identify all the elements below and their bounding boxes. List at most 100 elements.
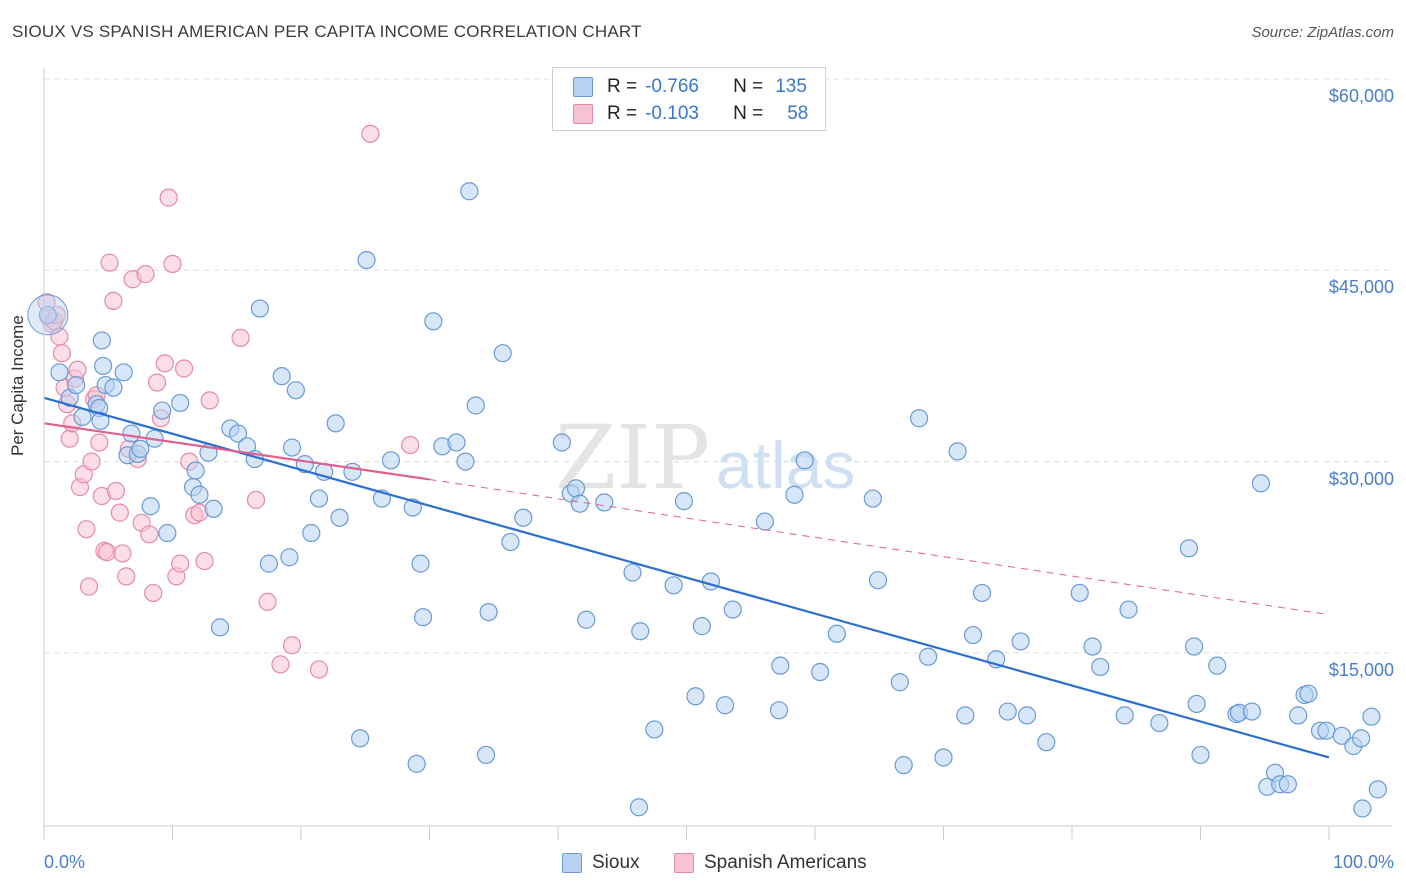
sioux-point (1184, 637, 1204, 656)
sioux-point (948, 442, 967, 461)
n-label: N = (733, 103, 764, 124)
series-legend: Sioux Spanish Americans (0, 852, 1406, 878)
sioux-point (114, 363, 133, 382)
sioux-point (785, 485, 804, 504)
watermark-atlas: atlas (716, 428, 855, 502)
sioux-point (309, 489, 329, 508)
sioux-point (998, 702, 1017, 721)
sioux-point (456, 452, 475, 471)
n-label: N = (733, 76, 764, 97)
sioux-point (153, 401, 172, 420)
sioux-point (131, 439, 150, 458)
sioux-point (228, 424, 248, 443)
sioux-point (351, 729, 370, 748)
sioux-point (1150, 713, 1169, 733)
spanish-american-point (171, 554, 190, 573)
sioux-point (1332, 726, 1351, 745)
sioux-point (259, 554, 278, 573)
sioux-point (413, 608, 433, 627)
spanish-american-point (68, 360, 87, 379)
sioux-point (868, 571, 888, 590)
spanish-american-point (117, 567, 136, 586)
spanish-american-point (104, 291, 123, 311)
sioux-point (664, 576, 683, 595)
legend-item-spanish-americans: Spanish Americans (674, 852, 867, 874)
sioux-point (357, 250, 376, 270)
sioux-point (674, 492, 694, 511)
sioux-point (501, 532, 520, 552)
spanish-r-value: -0.103 (645, 103, 699, 124)
sioux-point (514, 508, 533, 527)
spanish-american-point (97, 543, 117, 562)
sioux-point (692, 617, 712, 636)
sioux-point (92, 331, 111, 350)
sioux-point (577, 610, 596, 629)
sioux-point (91, 411, 110, 430)
sioux-point (552, 433, 571, 452)
sioux-point (186, 461, 205, 480)
sioux-point (493, 344, 512, 363)
sioux-point (1070, 583, 1089, 603)
sioux-point (407, 754, 426, 773)
sioux-point (280, 548, 299, 567)
sioux-point (272, 367, 291, 386)
sioux-n-value: 135 (775, 76, 807, 97)
sioux-point (566, 479, 586, 498)
spanish-american-point (77, 520, 96, 539)
sioux-point (918, 647, 938, 666)
spanish-american-point (110, 503, 129, 522)
y-tick-label: $15,000 (1328, 659, 1394, 680)
spanish-american-point (140, 525, 159, 544)
sioux-point (479, 602, 498, 622)
spanish-american-point (271, 655, 290, 674)
sioux-point (158, 523, 177, 543)
legend-row-sioux: R = -0.766 N = 135 (553, 74, 807, 100)
spanish-american-point (195, 551, 214, 571)
spanish-american-point (90, 433, 109, 452)
sioux-point (1083, 637, 1102, 656)
legend-label-sioux: Sioux (592, 852, 640, 873)
sioux-point (381, 451, 401, 470)
sioux-point (715, 696, 735, 715)
sioux-point (1299, 684, 1318, 703)
sioux-point (1119, 600, 1138, 619)
sioux-point (1011, 632, 1030, 651)
sioux-point (863, 489, 882, 508)
sioux-point (1091, 657, 1110, 677)
sioux-point (190, 485, 209, 504)
spanish-american-point (60, 429, 79, 448)
sioux-point (1278, 775, 1297, 794)
sioux-point (1242, 702, 1262, 721)
sioux-point (934, 748, 953, 767)
sioux-point (411, 554, 430, 573)
sioux-point (769, 701, 789, 720)
spanish-american-point (100, 253, 119, 272)
sioux-point (1289, 706, 1308, 725)
legend-label-spanish-americans: Spanish Americans (704, 852, 867, 873)
spanish-american-point (52, 344, 72, 363)
spanish-swatch (573, 104, 593, 124)
x-tick-label-0: 0.0% (44, 852, 86, 872)
sioux-point (1353, 799, 1372, 818)
sioux-point (1115, 706, 1134, 725)
y-tick-label: $30,000 (1328, 468, 1394, 489)
sioux-point (476, 745, 496, 765)
spanish-american-point (136, 265, 155, 284)
sioux-legend-swatch (562, 853, 582, 873)
sioux-swatch (573, 77, 593, 97)
sioux-point (282, 438, 302, 457)
sioux-point (795, 451, 814, 470)
sioux-r-value: -0.766 (645, 76, 699, 97)
legend-row-spanish: R = -0.103 N = 58 (553, 101, 808, 127)
sioux-point (1179, 539, 1199, 558)
sioux-point (141, 497, 160, 516)
sioux-point (755, 512, 774, 531)
sioux-point (94, 356, 113, 376)
sioux-point (466, 396, 485, 415)
sioux-point (645, 720, 664, 739)
sioux-point (771, 656, 790, 675)
spanish-american-point (147, 373, 167, 392)
spanish-american-point (309, 660, 329, 679)
sioux-point (963, 625, 983, 645)
